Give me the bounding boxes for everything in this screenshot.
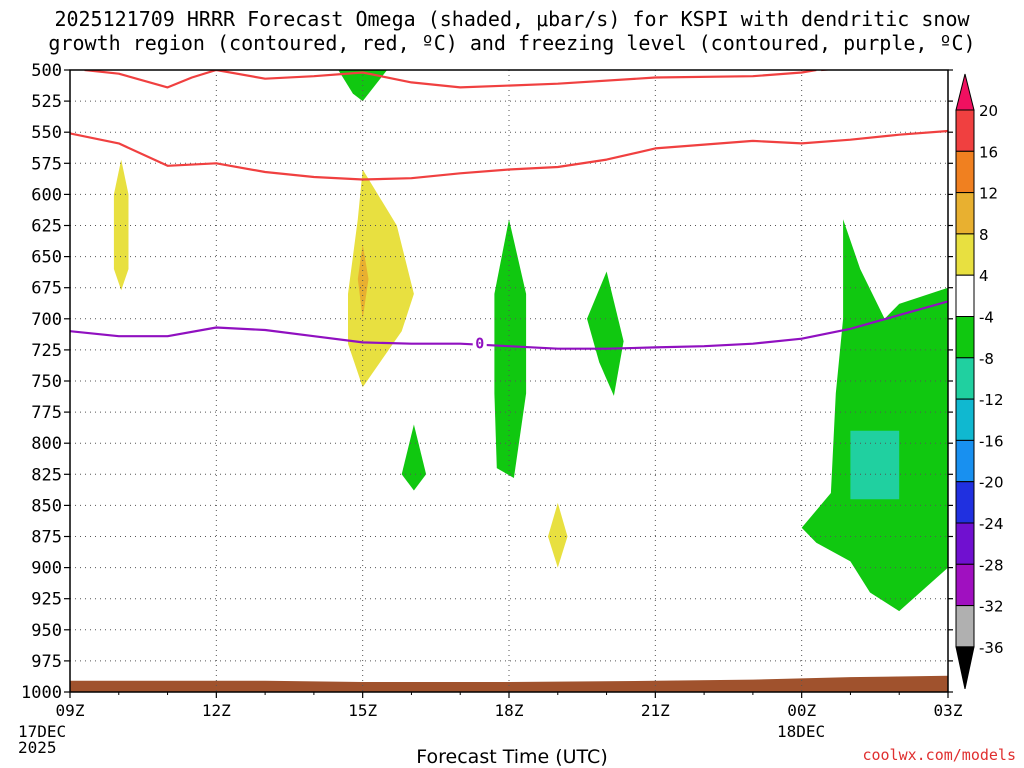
x-axis-label: Forecast Time (UTC) (416, 746, 608, 768)
contour-line-3 (70, 300, 948, 350)
y-tick-label-1000: 1000 (21, 683, 62, 703)
colorbar-box-7 (955, 398, 975, 441)
midnight-date-label: 18DEC (777, 722, 826, 741)
y-tick-label-875: 875 (31, 528, 62, 548)
colorbar-box-3 (955, 233, 975, 276)
contour-line-2 (70, 129, 948, 181)
y-tick-label-625: 625 (31, 217, 62, 237)
y-tick-label-550: 550 (31, 123, 62, 143)
omega-region-4 (494, 219, 527, 479)
x-tick-label-12Z: 12Z (202, 701, 231, 720)
colorbar-label--8: -8 (979, 350, 994, 368)
y-axis-tick-labels: 500 525 550 575 600 625 650 675 700 725 750 775 800 8… (21, 61, 953, 703)
y-tick-label-850: 850 (31, 496, 62, 516)
colorbar-bottom-arrow (955, 646, 975, 690)
colorbar-label--32: -32 (979, 598, 1004, 616)
x-tick-label-09Z: 09Z (56, 701, 85, 720)
y-tick-label-825: 825 (31, 465, 62, 485)
terrain-surface (70, 675, 948, 692)
omega-region-2 (348, 169, 414, 388)
y-tick-label-725: 725 (31, 341, 62, 361)
colorbar-label-20: 20 (979, 102, 998, 120)
freezing-level-label: 0 (475, 335, 484, 353)
start-year-label: 2025 (18, 738, 57, 757)
contour-line-0 (84, 70, 817, 89)
colorbar-label--36: -36 (979, 639, 1004, 657)
colorbar-label--28: -28 (979, 556, 1004, 574)
colorbar-box-11 (955, 563, 975, 607)
omega-region-8 (801, 219, 948, 612)
colorbar-label--20: -20 (979, 474, 1004, 492)
contour-label-bg (472, 334, 487, 351)
colorbar-label-16: 16 (979, 143, 998, 161)
colorbar: 20 16 12 8 4 -4 -8 -12 -16 -20 -24 -28 -32 -36 (955, 73, 1004, 690)
y-tick-label-925: 925 (31, 590, 62, 610)
colorbar-label--12: -12 (979, 391, 1004, 409)
omega-region-9 (850, 430, 900, 500)
colorbar-box-8 (955, 439, 975, 483)
x-tick-label-15Z: 15Z (348, 701, 377, 720)
y-tick-label-575: 575 (31, 154, 62, 174)
y-tick-label-750: 750 (31, 372, 62, 392)
colorbar-box-5 (955, 316, 975, 359)
y-tick-label-500: 500 (31, 61, 62, 81)
omega-region-1 (113, 159, 129, 291)
y-tick-label-775: 775 (31, 403, 62, 423)
colorbar-box-12 (955, 605, 975, 648)
colorbar-label-4: 4 (979, 267, 989, 285)
colorbar-label--16: -16 (979, 432, 1004, 450)
omega-region-7 (548, 502, 568, 568)
y-tick-label-950: 950 (31, 621, 62, 641)
y-tick-label-600: 600 (31, 185, 62, 205)
omega-region-5 (401, 424, 427, 491)
source-credit: coolwx.com/models (862, 746, 1016, 764)
y-tick-label-525: 525 (31, 92, 62, 112)
colorbar-label-12: 12 (979, 185, 998, 203)
contour-layer: 0 (70, 70, 948, 353)
x-tick-label-03Z: 03Z (934, 701, 963, 720)
colorbar-box-6 (955, 357, 975, 400)
chart-title-line2: growth region (contoured, red, ºC) and f… (48, 31, 976, 55)
y-tick-label-700: 700 (31, 310, 62, 330)
colorbar-box-9 (955, 481, 975, 524)
y-tick-label-975: 975 (31, 652, 62, 672)
x-tick-label-00Z: 00Z (787, 701, 816, 720)
colorbar-box-0 (955, 109, 975, 152)
y-tick-label-675: 675 (31, 279, 62, 299)
x-tick-label-18Z: 18Z (495, 701, 524, 720)
x-axis-tick-labels: 09Z 12Z 15Z 18Z 21Z 00Z 03Z (56, 692, 963, 720)
colorbar-label--24: -24 (979, 515, 1004, 533)
omega-region-3 (357, 244, 369, 319)
colorbar-box-1 (955, 150, 975, 194)
colorbar-label--4: -4 (979, 309, 994, 327)
colorbar-box-4 (955, 274, 975, 318)
colorbar-top-arrow (955, 73, 975, 111)
omega-shading-layer (70, 70, 948, 692)
x-tick-label-21Z: 21Z (641, 701, 670, 720)
colorbar-box-10 (955, 522, 975, 565)
start-date-label: 17DEC (18, 722, 67, 741)
y-tick-label-800: 800 (31, 434, 62, 454)
colorbar-label-8: 8 (979, 226, 989, 244)
chart-title-line1: 2025121709 HRRR Forecast Omega (shaded, … (54, 7, 970, 31)
omega-region-6 (587, 271, 624, 396)
colorbar-box-2 (955, 192, 975, 235)
y-tick-label-650: 650 (31, 248, 62, 268)
y-tick-label-900: 900 (31, 559, 62, 579)
